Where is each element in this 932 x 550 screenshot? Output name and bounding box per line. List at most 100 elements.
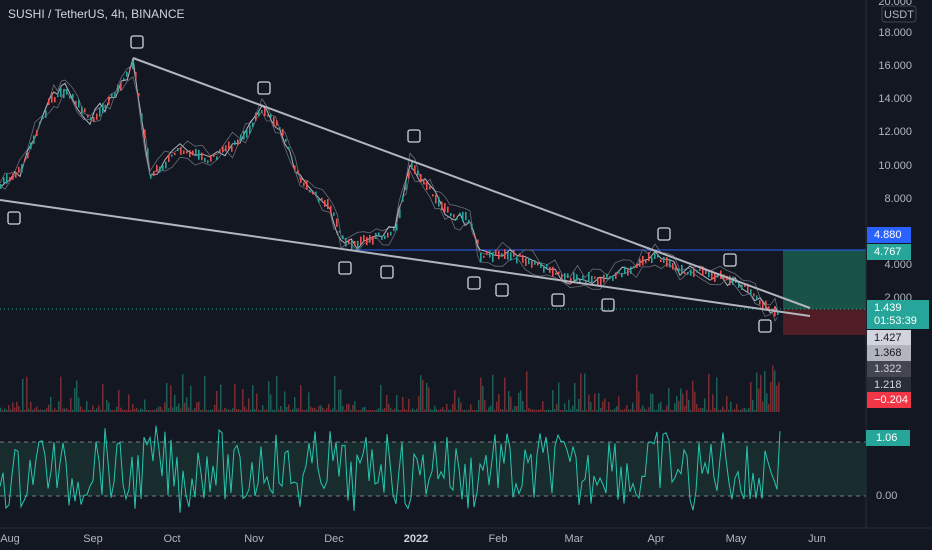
candle (54, 96, 56, 103)
volume-bar (672, 409, 674, 412)
volume-bar (676, 395, 678, 412)
volume-bar (46, 408, 48, 412)
candle (252, 122, 254, 128)
candle (210, 155, 212, 162)
candle (399, 209, 401, 219)
oscillator-line (0, 425, 781, 513)
volume-bar (630, 409, 632, 412)
candle (597, 276, 599, 287)
thumb-down (130, 35, 144, 49)
volume-bar (48, 404, 50, 412)
candle (69, 95, 71, 99)
candle (729, 275, 731, 286)
price-tick-label: 12.000 (878, 126, 912, 138)
volume-bar (16, 401, 18, 412)
candle (522, 254, 524, 263)
volume-bar (320, 405, 322, 412)
volume-bar (754, 409, 756, 412)
candle (234, 140, 236, 146)
volume-bar (92, 405, 94, 412)
candle (480, 252, 482, 263)
volume-bar (396, 395, 398, 412)
candle (165, 161, 167, 169)
candle (555, 272, 557, 275)
candle (498, 250, 500, 260)
candle (741, 284, 743, 290)
volume-bar (138, 410, 140, 412)
volume-bar (582, 409, 584, 412)
candle (624, 266, 626, 275)
volume-bar (180, 408, 182, 412)
candle (558, 271, 560, 274)
candle (135, 71, 137, 80)
price-label: 4.880 (874, 229, 902, 241)
volume-bar (616, 406, 618, 412)
candle (468, 219, 470, 224)
volume-bar (514, 406, 516, 412)
candle (591, 275, 593, 283)
volume-bar (230, 409, 232, 412)
candle (267, 114, 269, 117)
candle (183, 150, 185, 155)
volume-bar (358, 409, 360, 412)
candle (705, 269, 707, 275)
candle (504, 249, 506, 259)
volume-bar (524, 409, 526, 412)
volume-bar (60, 376, 62, 412)
volume-bar (532, 409, 534, 412)
volume-bar (538, 409, 540, 412)
volume-bar (494, 409, 496, 412)
volume-bar (218, 409, 220, 412)
volume-bar (552, 390, 554, 412)
currency[interactable]: USDT (884, 9, 914, 21)
volume-bar (256, 393, 258, 412)
volume-bar (274, 409, 276, 412)
candle (141, 113, 143, 122)
volume-bar (638, 391, 640, 412)
volume-bar (774, 370, 776, 412)
volume-bar (508, 391, 510, 412)
volume-bar (716, 377, 718, 412)
volume-bar (6, 409, 8, 412)
candle (312, 192, 314, 195)
volume-bar (42, 409, 44, 412)
volume-bar (168, 408, 170, 412)
price-tick-label: 20.000 (878, 0, 912, 8)
volume-bar (300, 385, 302, 412)
candle (513, 249, 515, 257)
volume-bar (84, 409, 86, 412)
price-label-bg (867, 377, 911, 393)
candle (420, 174, 422, 183)
candle (630, 266, 632, 274)
volume-bar (222, 409, 224, 412)
volume-bar (224, 407, 226, 412)
candle (285, 138, 287, 142)
candle (243, 131, 245, 140)
long-loss-zone (783, 309, 866, 335)
volume-bar (200, 409, 202, 412)
volume-bar (150, 409, 152, 412)
candle (756, 295, 758, 300)
candle (441, 201, 443, 211)
candle (84, 108, 86, 113)
candle (156, 164, 158, 173)
volume-bar (480, 377, 482, 412)
time-tick-label: Sep (83, 533, 103, 545)
volume-bar (376, 409, 378, 412)
candle (567, 273, 569, 278)
volume-bar (54, 408, 56, 412)
candle (732, 276, 734, 285)
price-label-bg (867, 244, 911, 260)
volume-bar (670, 409, 672, 412)
candle (702, 266, 704, 276)
volume-bar (580, 373, 582, 412)
currency-box[interactable] (881, 5, 917, 23)
volume-bar (316, 409, 318, 412)
candle (39, 121, 41, 125)
volume-bar (536, 409, 538, 412)
candle (345, 237, 347, 247)
candle (615, 272, 617, 279)
candle (81, 106, 83, 116)
candle (582, 275, 584, 280)
volume-bar (126, 409, 128, 412)
